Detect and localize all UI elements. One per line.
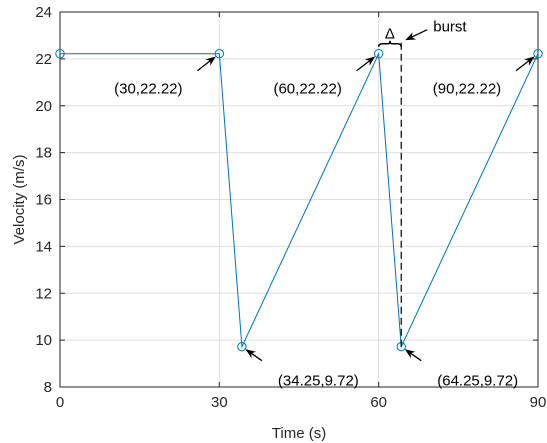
grid [60,12,538,387]
y-tick-label: 12 [35,285,52,302]
burst-label: burst [433,19,467,36]
x-axis-label: Time (s) [272,425,326,442]
burst-arrow [405,29,428,41]
annotation-arrow [356,56,376,72]
data-point-marker [533,49,543,59]
annotation-arrow [196,56,216,72]
annotation-label: (34.25,9.72) [278,373,359,390]
burst-brace [377,40,402,47]
x-tick-label: 60 [370,394,387,411]
data-point-marker [55,49,65,59]
annotation-label: (64.25,9.72) [437,373,518,390]
annotation-arrow [404,349,422,362]
annotation-label: (60,22.22) [273,81,341,98]
annotations: (30,22.22) (60,22.22) (90,22.22) (34.25,9.7… [114,19,535,390]
data-point-marker [373,49,384,59]
series-velocity [55,49,543,352]
y-axis-label: Velocity (m/s) [11,154,28,244]
y-tick-label: 20 [35,98,52,115]
y-tick-label: 18 [35,145,52,162]
ticks: 0 30 60 90 8 10 12 14 16 18 20 22 24 [35,4,546,411]
annotation-arrow [515,56,535,72]
y-tick-label: 8 [44,379,52,396]
y-tick-label: 14 [35,238,52,255]
data-point-marker [237,341,247,352]
y-tick-label: 10 [35,332,52,349]
annotation-label: (30,22.22) [114,81,182,98]
y-tick-label: 16 [35,192,52,209]
x-tick-label: 30 [211,394,228,411]
annotation-label: (90,22.22) [433,81,501,98]
y-tick-label: 22 [35,51,52,68]
burst-delta-symbol: Δ [385,26,395,43]
y-tick-label: 24 [35,4,52,21]
series-line [60,51,539,349]
x-tick-label: 90 [530,394,547,411]
annotation-arrow [245,349,263,362]
x-tick-label: 0 [56,394,64,411]
data-point-marker [214,49,225,59]
